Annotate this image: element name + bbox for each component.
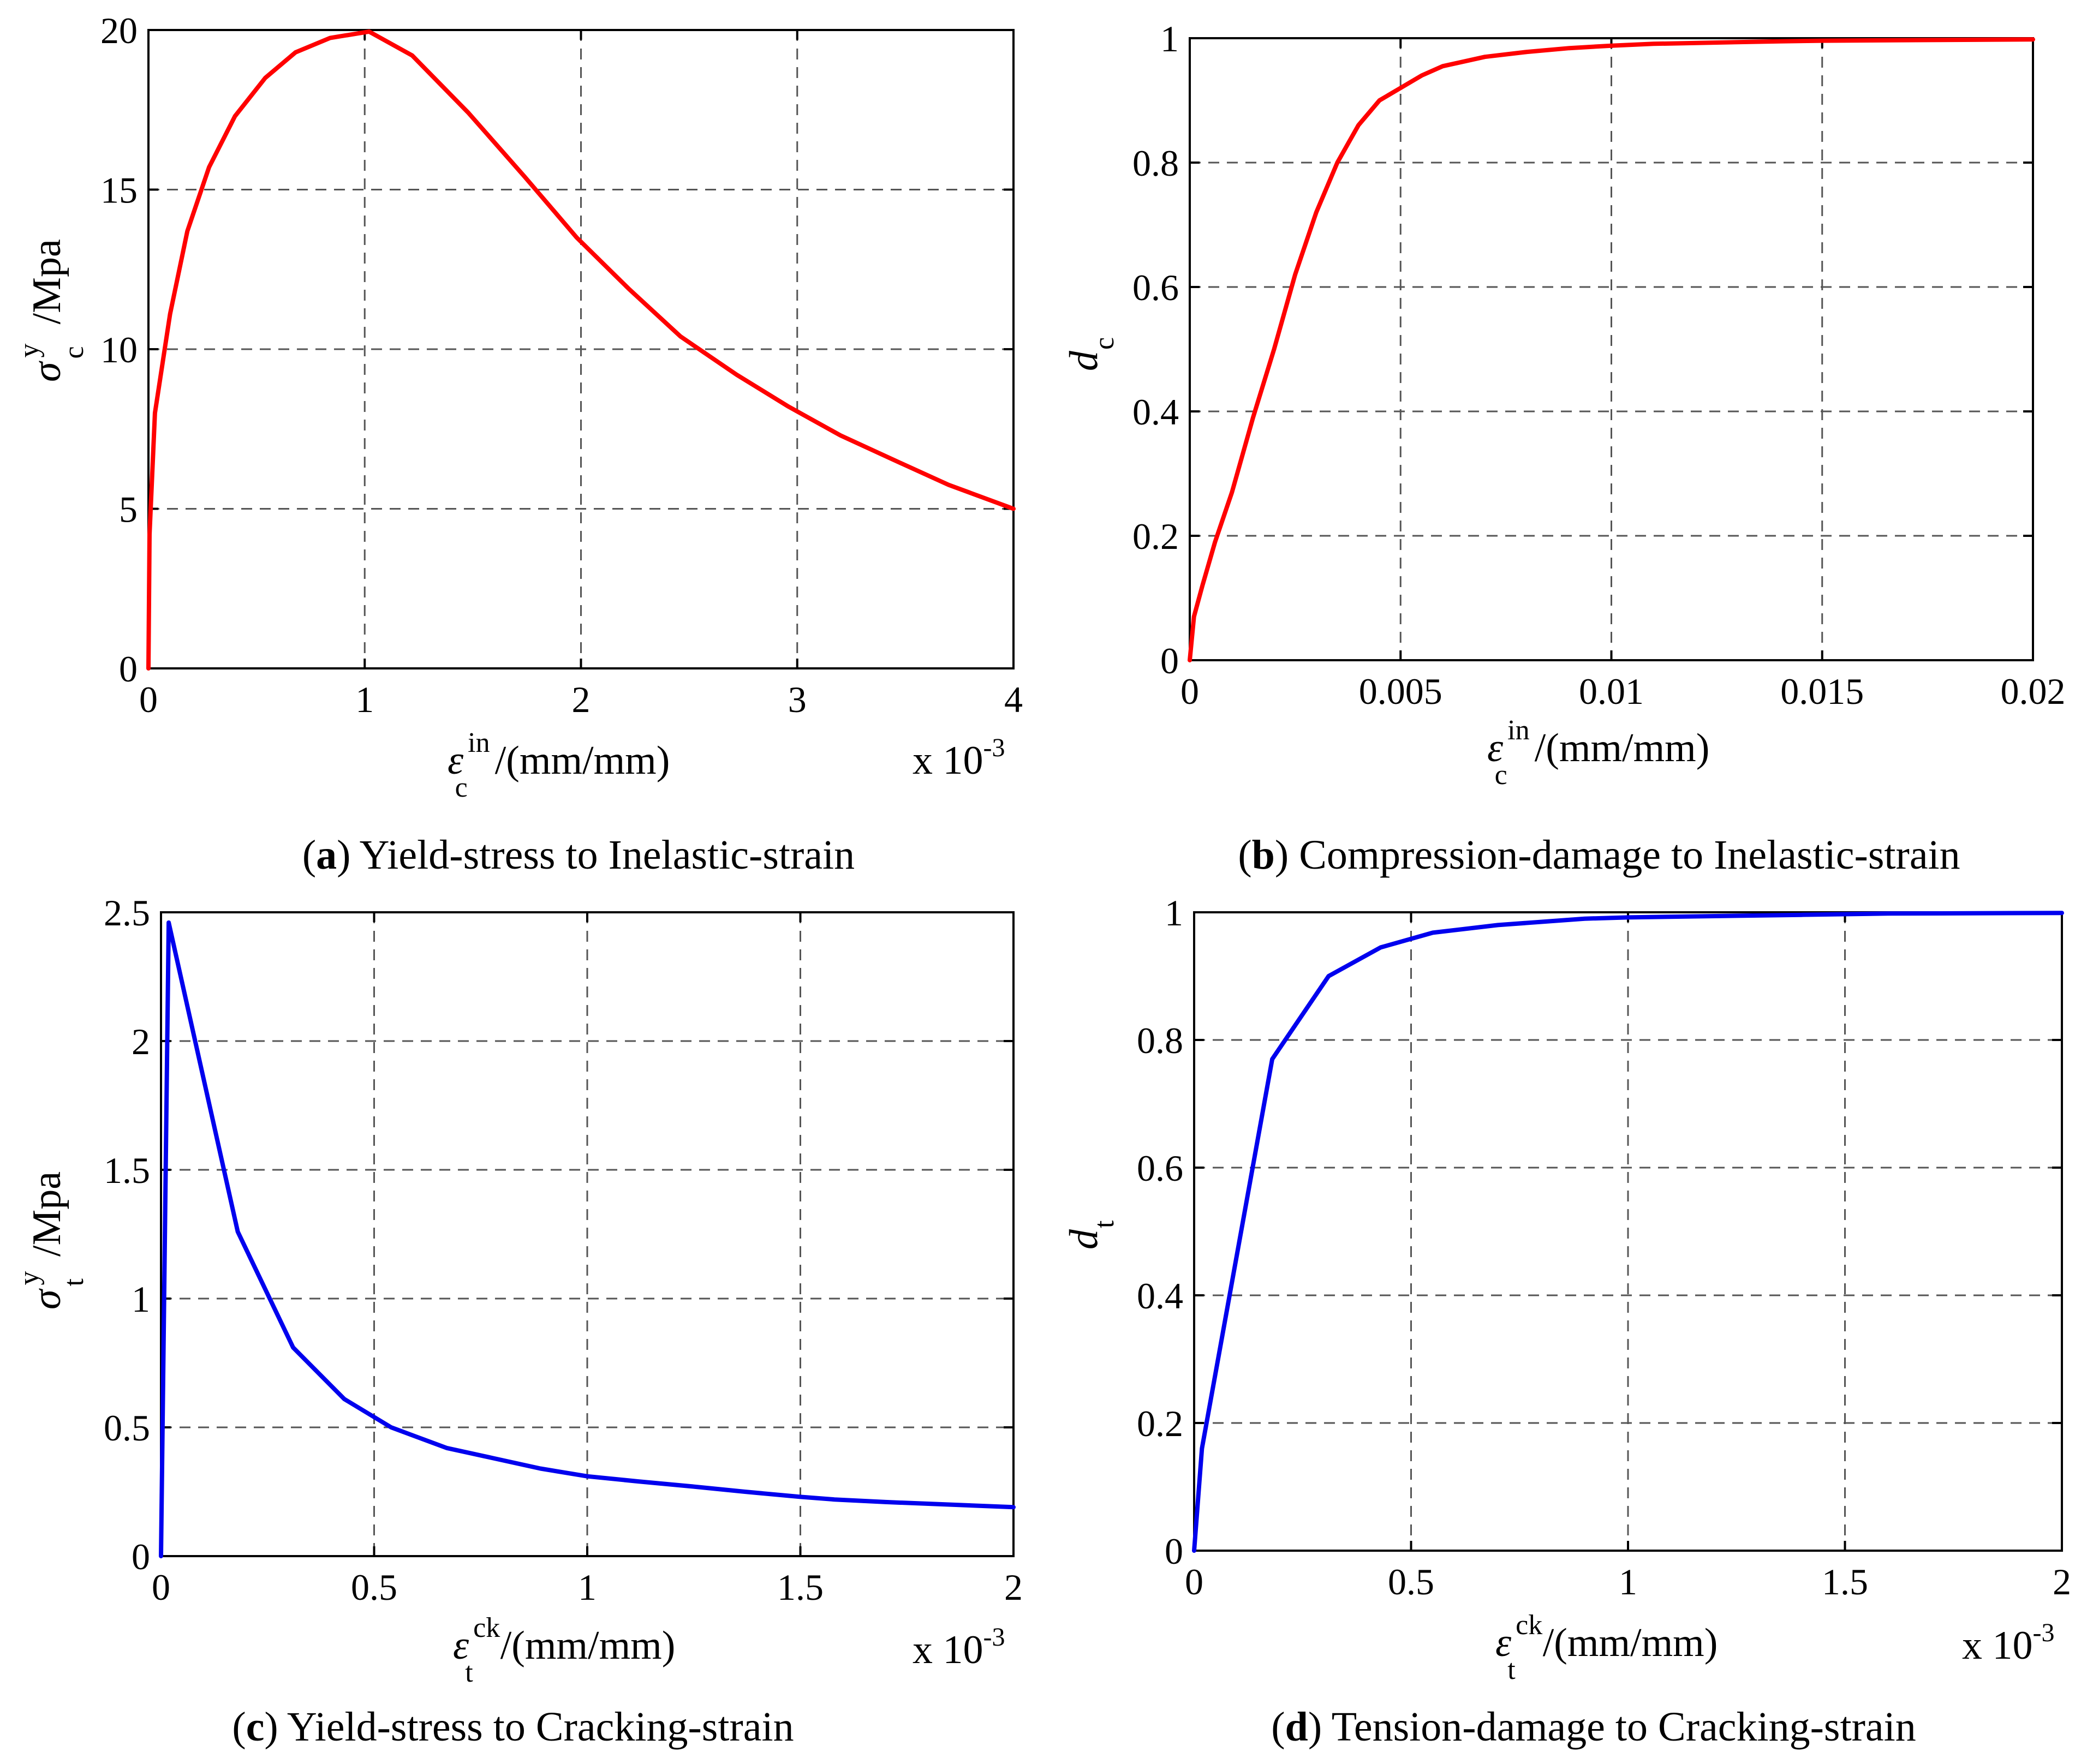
x-tick-label-a-0: 0 [139, 679, 158, 720]
panel-c: 0 0.5 1 1.5 2 0 0.5 1 1.5 2 2.5 x 10-3 ε ck t/(mm/mm… [14, 892, 1023, 1750]
ticks-c: 0 0.5 1 1.5 2 0 0.5 1 1.5 2 2.5 [104, 892, 1023, 1608]
y-tick-label-c-3: 1.5 [104, 1150, 150, 1191]
series-a [146, 29, 1016, 671]
x-tick-label-a-1: 1 [355, 679, 374, 720]
x-tick-label-a-3: 3 [788, 679, 807, 720]
x-tick-label-d-1: 0.5 [1388, 1561, 1434, 1602]
x-axis-label-a: ε in c/(mm/mm) [448, 727, 670, 803]
grid-d [1194, 912, 2062, 1551]
x-tick-label-b-4: 0.02 [2001, 671, 2066, 712]
grid-b [1190, 38, 2033, 660]
x-axis-label-b: ε in c/(mm/mm) [1487, 715, 1709, 791]
y-axis-label-d: dt [1062, 1220, 1120, 1249]
x-tick-label-c-0: 0 [152, 1566, 170, 1608]
y-tick-label-d-3: 0.6 [1137, 1147, 1183, 1189]
y-tick-label-d-1: 0.2 [1137, 1403, 1183, 1444]
exponent-label-d: x 10-3 [1962, 1618, 2054, 1668]
x-tick-label-a-4: 4 [1004, 679, 1023, 720]
x-tick-label-c-1: 0.5 [351, 1566, 397, 1608]
y-tick-label-c-4: 2 [132, 1021, 150, 1062]
y-tick-label-b-1: 0.2 [1132, 516, 1179, 557]
exponent-label-a: x 10-3 [913, 733, 1005, 783]
ticks-a: 0 1 2 3 4 0 5 10 15 20 [100, 10, 1023, 720]
x-axis-label-c: ε ck t/(mm/mm) [453, 1612, 675, 1688]
y-tick-label-d-2: 0.4 [1137, 1275, 1183, 1317]
y-axis-label-c: σy t/Mpa [14, 1171, 90, 1309]
grid-c [161, 912, 1013, 1556]
svg-text:σyc/Mpa: σy c/Mpa [14, 239, 90, 382]
y-tick-label-a-0: 0 [119, 648, 138, 690]
caption-a: (a) Yield-stress to Inelastic-strain [302, 832, 855, 878]
y-tick-label-a-2: 10 [100, 329, 138, 370]
y-tick-label-d-5: 1 [1165, 892, 1183, 934]
x-tick-label-c-4: 2 [1004, 1566, 1023, 1608]
caption-b: (b) Compression-damage to Inelastic-stra… [1238, 832, 1960, 878]
y-tick-label-b-2: 0.4 [1132, 391, 1179, 433]
y-tick-label-d-0: 0 [1165, 1530, 1183, 1572]
y-tick-label-a-1: 5 [119, 489, 138, 530]
x-tick-label-b-3: 0.015 [1780, 671, 1864, 712]
svg-text:σyt/Mpa: σy t/Mpa [14, 1171, 90, 1309]
series-d [1192, 911, 2064, 1553]
panel-d: 0 0.5 1 1.5 2 0 0.2 0.4 0.6 0.8 1 x 10-3 ε ck t/(mm/… [1062, 892, 2071, 1750]
panel-a: 0 1 2 3 4 0 5 10 15 20 x 10-3 ε in c/(mm/mm) σy c/Mp… [14, 10, 1023, 878]
x-axis-label-d: ε ck t/(mm/mm) [1495, 1610, 1718, 1685]
y-tick-label-c-1: 0.5 [104, 1407, 150, 1449]
y-tick-label-b-5: 1 [1160, 18, 1179, 59]
caption-c: (c) Yield-stress to Cracking-strain [232, 1704, 794, 1750]
svg-text:dt: dt [1062, 1220, 1120, 1249]
series-line-c-0 [159, 920, 1016, 1558]
ticks-b: 0 0.005 0.01 0.015 0.02 0 0.2 0.4 0.6 0.8 1 [1132, 18, 2066, 712]
panel-b: 0 0.005 0.01 0.015 0.02 0 0.2 0.4 0.6 0.8 1 ε in c/(… [1062, 18, 2066, 878]
series-c [159, 920, 1016, 1558]
y-tick-label-a-4: 20 [100, 10, 138, 51]
y-tick-label-d-4: 0.8 [1137, 1020, 1183, 1061]
y-axis-label-a: σy c/Mpa [14, 239, 90, 382]
y-tick-label-b-0: 0 [1160, 640, 1179, 681]
series-line-b-0 [1188, 37, 2035, 662]
series-b [1188, 37, 2035, 662]
y-tick-label-c-2: 1 [132, 1278, 150, 1320]
x-tick-label-a-2: 2 [572, 679, 591, 720]
x-tick-label-b-2: 0.01 [1579, 671, 1644, 712]
y-tick-label-c-0: 0 [132, 1536, 150, 1577]
x-tick-label-b-1: 0.005 [1359, 671, 1442, 712]
x-tick-label-b-0: 0 [1180, 671, 1199, 712]
svg-text:dc: dc [1062, 337, 1120, 371]
y-axis-label-b: dc [1062, 337, 1120, 371]
x-tick-label-d-2: 1 [1619, 1561, 1637, 1602]
x-tick-label-d-4: 2 [2053, 1561, 2071, 1602]
x-tick-label-d-3: 1.5 [1822, 1561, 1868, 1602]
x-tick-label-c-3: 1.5 [777, 1566, 824, 1608]
x-tick-label-c-2: 1 [578, 1566, 597, 1608]
y-tick-label-a-3: 15 [100, 170, 138, 211]
grid-a [148, 30, 1013, 668]
exponent-label-c: x 10-3 [913, 1623, 1005, 1672]
y-tick-label-c-5: 2.5 [104, 892, 150, 934]
y-tick-label-b-4: 0.8 [1132, 142, 1179, 184]
series-line-d-0 [1192, 911, 2064, 1553]
x-tick-label-d-0: 0 [1185, 1561, 1203, 1602]
caption-d: (d) Tension-damage to Cracking-strain [1271, 1704, 1916, 1750]
ticks-d: 0 0.5 1 1.5 2 0 0.2 0.4 0.6 0.8 1 [1137, 892, 2071, 1602]
series-line-a-0 [146, 29, 1016, 671]
y-tick-label-b-3: 0.6 [1132, 267, 1179, 308]
